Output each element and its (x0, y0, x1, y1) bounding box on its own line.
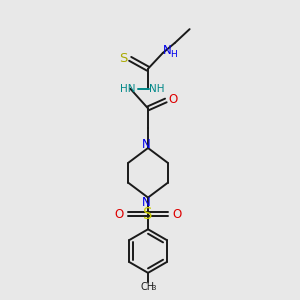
Text: N: N (142, 196, 150, 209)
Text: NH: NH (149, 84, 165, 94)
Text: S: S (119, 52, 128, 65)
Text: H: H (170, 50, 177, 59)
Text: S: S (143, 207, 153, 222)
Text: O: O (115, 208, 124, 221)
Text: O: O (168, 93, 177, 106)
Text: O: O (172, 208, 182, 221)
Text: HN: HN (121, 84, 136, 94)
Text: 3: 3 (152, 285, 156, 291)
Text: N: N (142, 138, 150, 151)
Text: N: N (163, 44, 171, 57)
Text: CH: CH (141, 282, 155, 292)
